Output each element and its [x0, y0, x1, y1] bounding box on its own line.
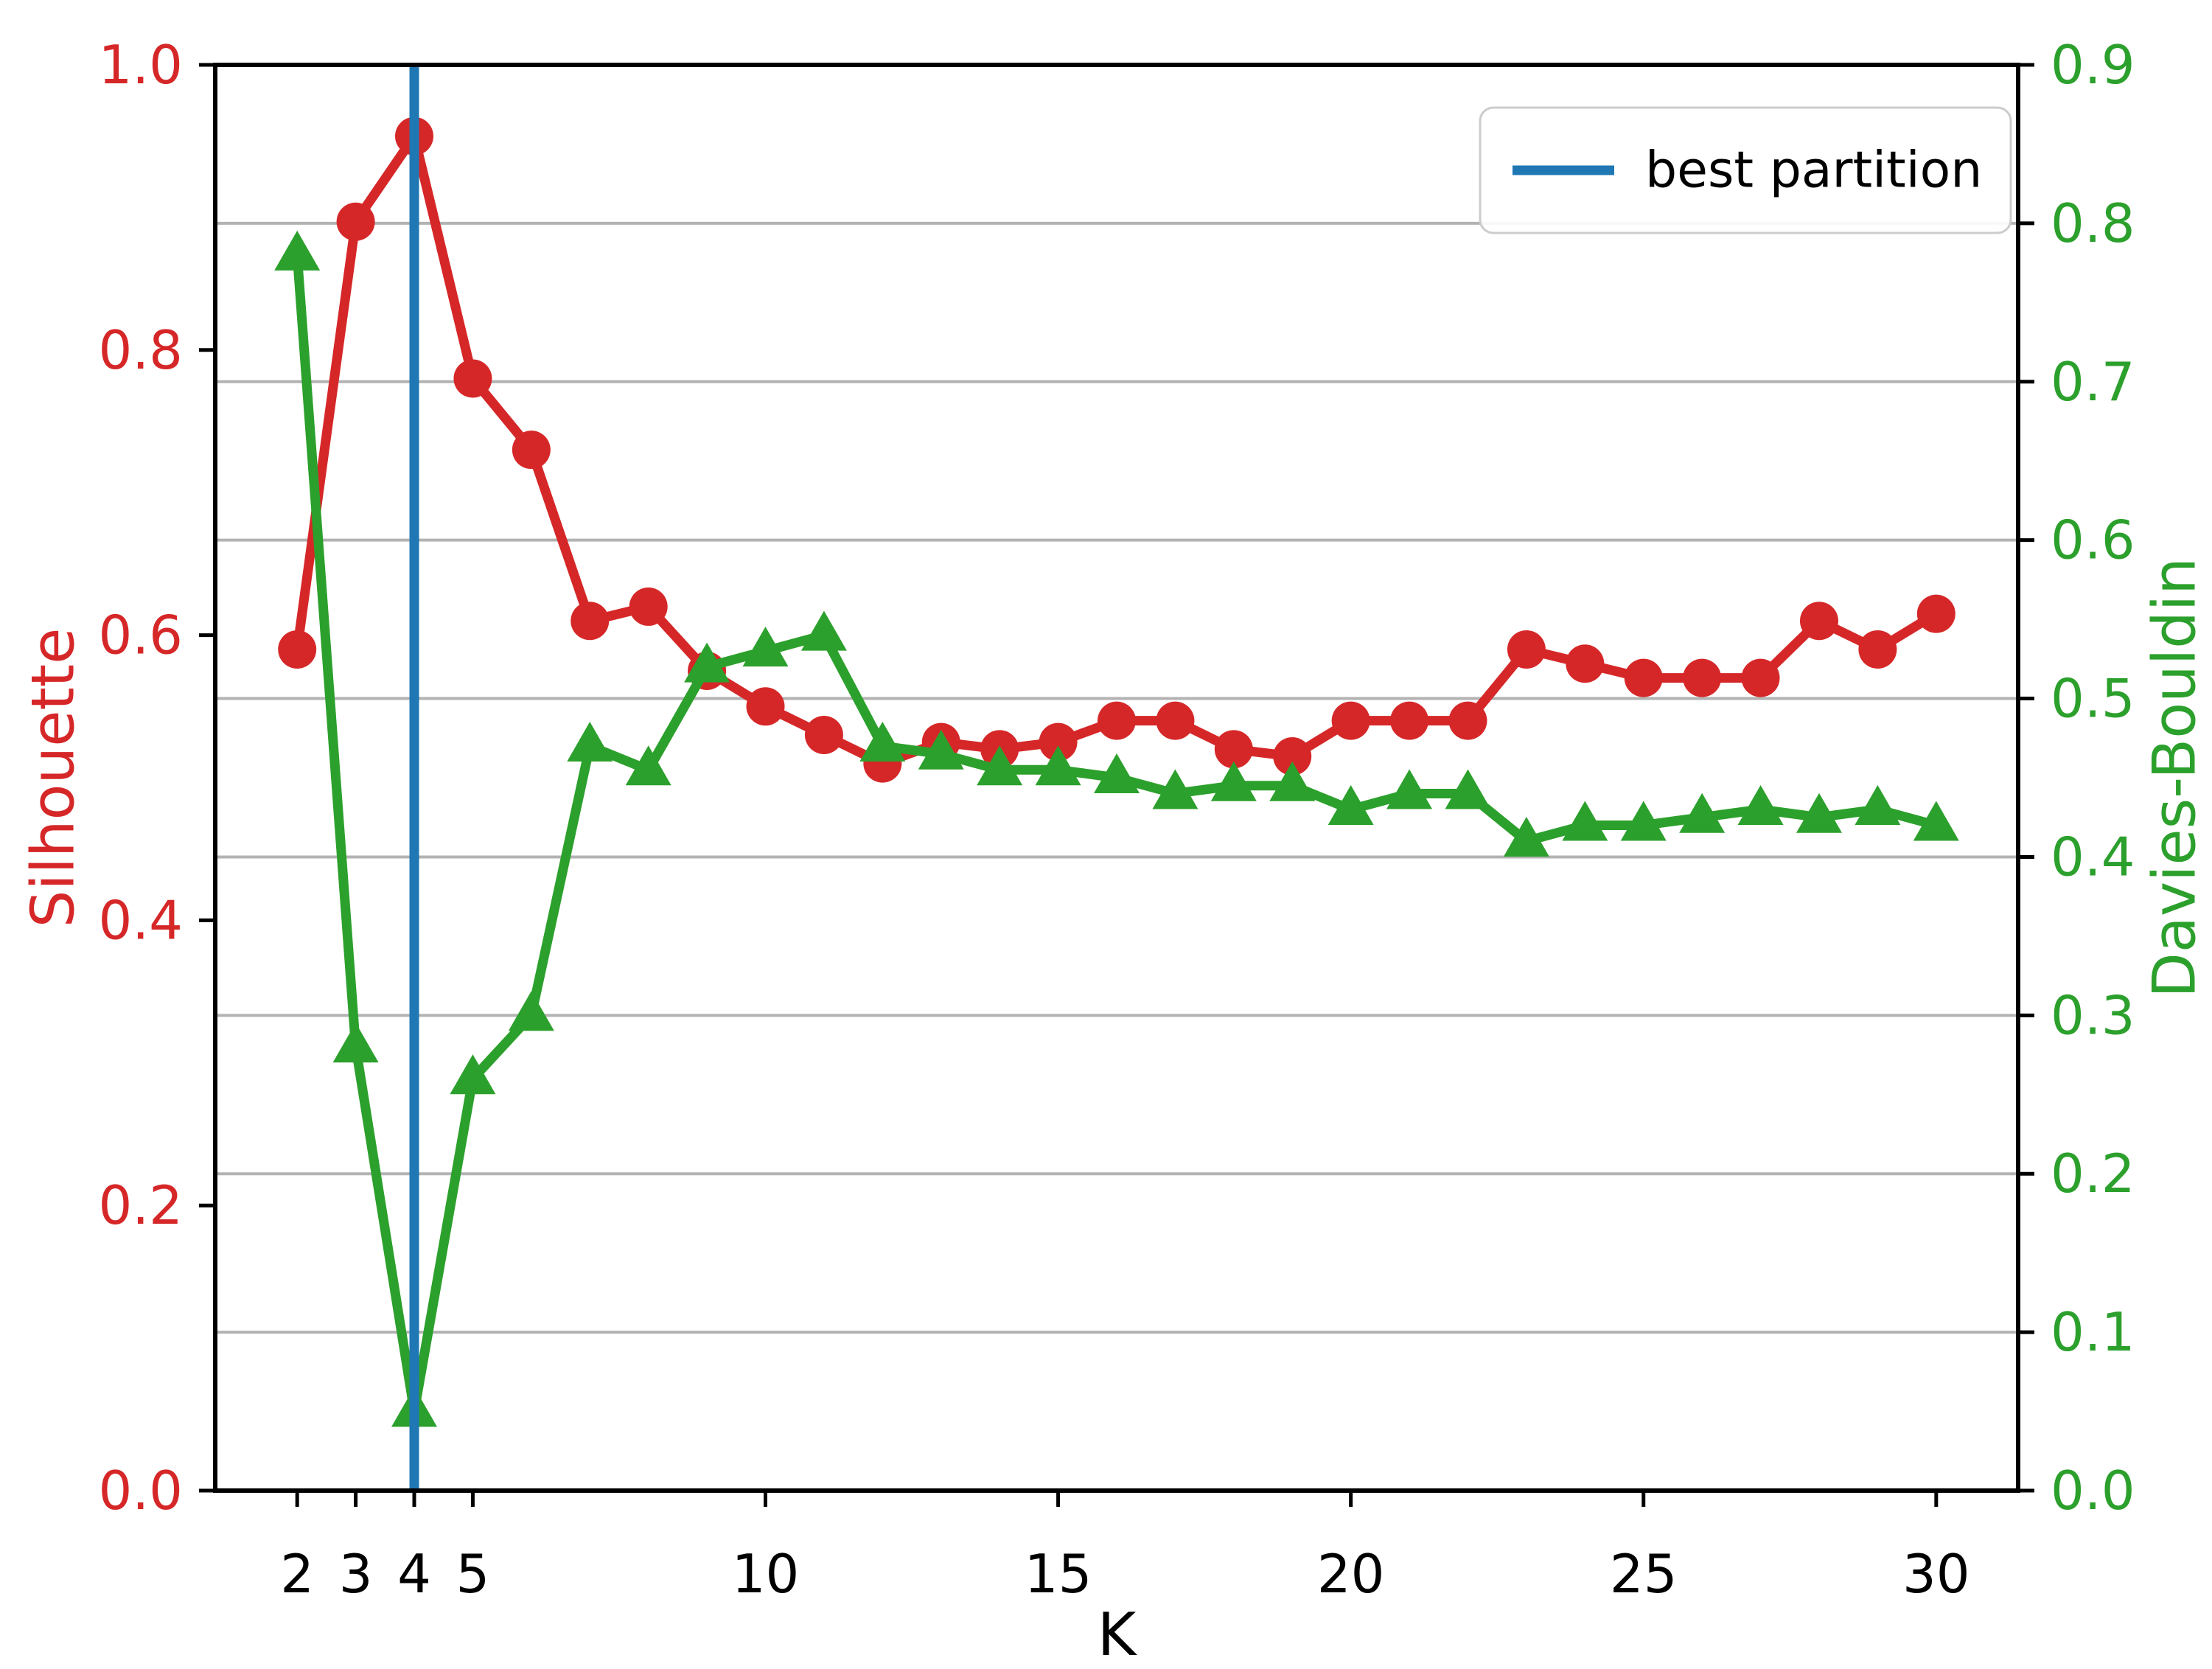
y-right-tick-label: 0.7	[2051, 351, 2135, 413]
davies-bouldin-marker	[508, 991, 554, 1031]
y-left-tick-label: 0.4	[98, 889, 183, 951]
y-right-tick-label: 0.4	[2051, 826, 2135, 888]
x-tick-label: 25	[1610, 1543, 1678, 1605]
gridlines	[215, 221, 2018, 1334]
davies-bouldin-marker	[1737, 784, 1784, 825]
silhouette-marker	[1507, 630, 1546, 669]
davies-bouldin-marker	[977, 745, 1023, 786]
silhouette-marker	[1566, 644, 1605, 683]
legend-label: best partition	[1645, 142, 1982, 200]
y-right-tick-label: 0.6	[2051, 509, 2135, 571]
silhouette-marker	[278, 630, 317, 669]
x-tick-label: 4	[397, 1543, 431, 1605]
davies-bouldin-marker	[742, 627, 789, 667]
silhouette-marker	[512, 431, 551, 470]
davies-bouldin-marker	[567, 722, 613, 762]
silhouette-marker	[571, 602, 610, 641]
x-tick-label: 20	[1317, 1543, 1385, 1605]
davies-bouldin-marker	[918, 729, 964, 770]
x-tick-label: 3	[339, 1543, 373, 1605]
davies-bouldin-marker	[1503, 816, 1549, 857]
silhouette-marker	[1331, 701, 1370, 740]
davies-bouldin-marker	[1855, 784, 1901, 825]
davies-bouldin-marker	[1269, 761, 1316, 801]
y-right-tick-label: 0.1	[2051, 1301, 2135, 1363]
x-tick-label: 10	[732, 1543, 800, 1605]
y-right-tick-label: 0.0	[2051, 1460, 2135, 1522]
y-right-tick-label: 0.8	[2051, 192, 2135, 254]
y-left-tick-label: 0.2	[98, 1174, 183, 1236]
davies-bouldin-marker	[1913, 801, 1959, 841]
silhouette-marker	[1916, 594, 1955, 633]
silhouette-marker	[1858, 630, 1897, 669]
silhouette-marker	[1156, 701, 1195, 740]
davies-bouldin-marker	[684, 642, 730, 683]
davies-bouldin-marker	[625, 745, 671, 786]
silhouette-marker	[1098, 701, 1136, 740]
silhouette-marker	[1799, 602, 1838, 641]
x-tick-label: 5	[456, 1543, 490, 1605]
y-right-tick-label: 0.3	[2051, 984, 2135, 1046]
ticks: 0.0 0.2 0.4 0.6 0.8 1.0 0.0 0.1 0.2 0.3 0.4 0.5 0.6 0…	[98, 34, 2135, 1605]
y-left-tick-label: 1.0	[98, 34, 183, 96]
davies-bouldin-marker	[1796, 792, 1842, 833]
y-left-tick-label: 0.8	[98, 319, 183, 381]
silhouette-marker	[746, 687, 785, 726]
davies-bouldin-marker	[1327, 784, 1374, 825]
davies-bouldin-marker	[859, 722, 906, 762]
silhouette-marker	[1390, 701, 1429, 740]
silhouette-marker	[804, 715, 843, 754]
davies-bouldin-marker	[450, 1054, 496, 1095]
y-left-axis-label: Silhouette	[19, 628, 88, 928]
axes-spines	[213, 63, 2020, 1493]
x-tick-label: 2	[280, 1543, 314, 1605]
silhouette-marker	[1448, 701, 1487, 740]
davies-bouldin-marker	[1094, 753, 1140, 793]
silhouette-marker	[1683, 658, 1722, 697]
davies-bouldin-marker	[800, 610, 847, 651]
legend-box	[1479, 106, 2012, 234]
x-tick-label: 30	[1902, 1543, 1970, 1605]
silhouette-marker	[1741, 658, 1780, 697]
davies-bouldin-marker	[1152, 769, 1199, 809]
y-right-tick-label: 0.2	[2051, 1143, 2135, 1205]
davies-bouldin-series	[274, 230, 1959, 1427]
davies-bouldin-marker	[1620, 801, 1667, 841]
davies-bouldin-marker	[332, 1022, 379, 1063]
silhouette-marker	[336, 202, 375, 241]
y-right-tick-label: 0.9	[2051, 34, 2135, 96]
x-tick-label: 15	[1025, 1543, 1092, 1605]
davies-bouldin-marker	[1445, 769, 1491, 809]
y-right-axis-label: Davies-Bouldin	[2141, 557, 2209, 998]
davies-bouldin-marker	[1210, 761, 1257, 801]
silhouette-marker	[1214, 730, 1253, 769]
y-right-tick-label: 0.5	[2051, 668, 2135, 730]
silhouette-marker	[1039, 722, 1078, 762]
davies-bouldin-marker	[1035, 745, 1081, 786]
y-left-tick-label: 0.6	[98, 604, 183, 666]
y-left-tick-label: 0.0	[98, 1460, 183, 1522]
silhouette-marker	[1624, 658, 1663, 697]
davies-bouldin-marker	[274, 230, 321, 271]
x-axis-label: K	[1098, 1600, 1138, 1669]
silhouette-marker	[629, 587, 668, 626]
silhouette-marker	[453, 359, 492, 398]
davies-bouldin-marker	[1562, 801, 1608, 841]
silhouette-marker	[1273, 736, 1312, 776]
legend: best partition	[1479, 106, 2012, 234]
davies-bouldin-marker	[1386, 769, 1433, 809]
davies-bouldin-marker	[1679, 792, 1726, 833]
